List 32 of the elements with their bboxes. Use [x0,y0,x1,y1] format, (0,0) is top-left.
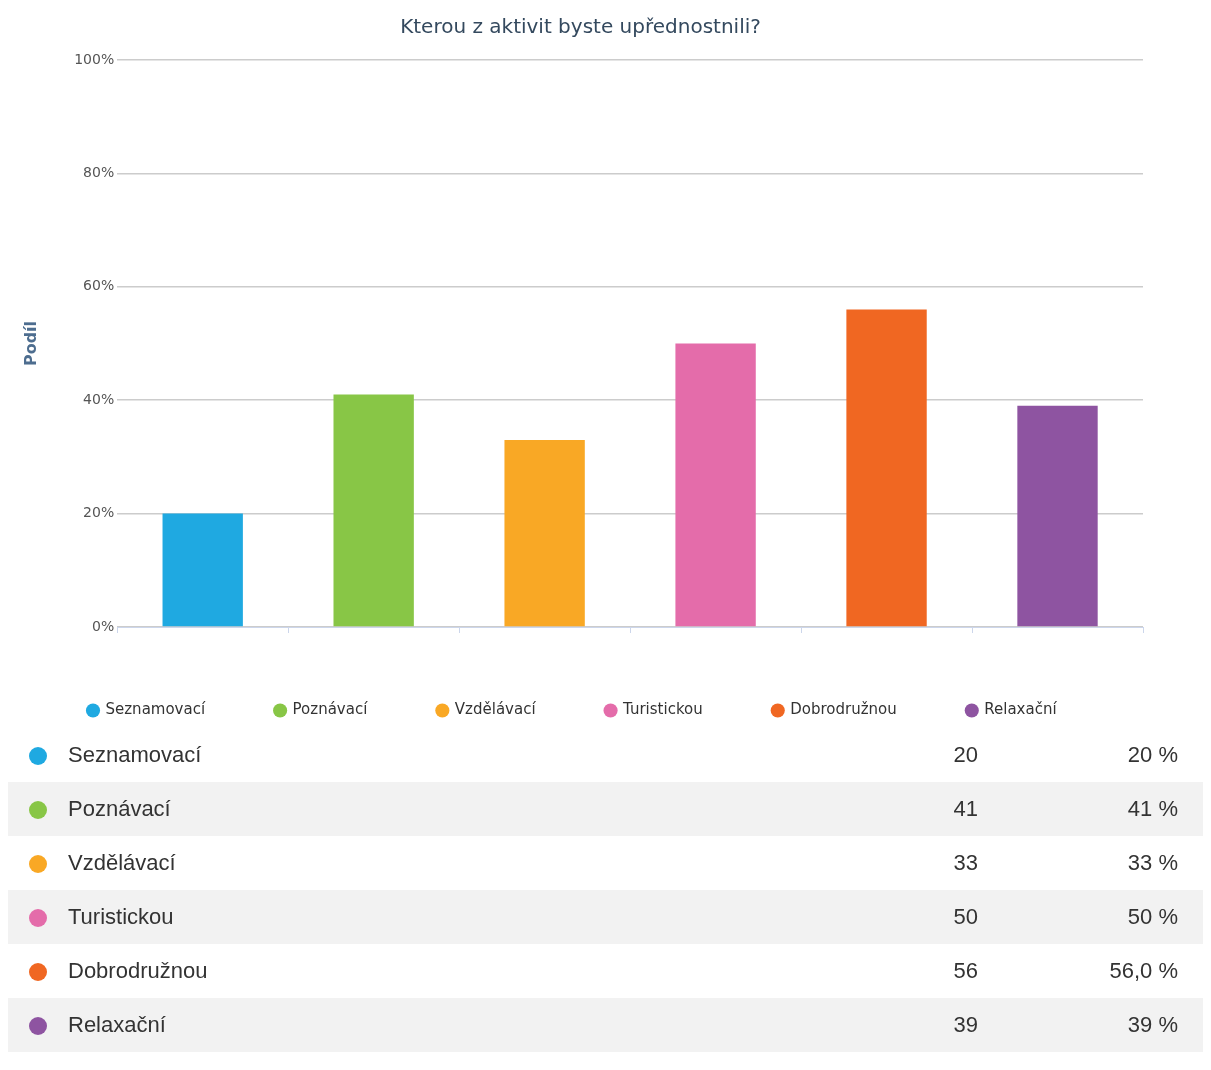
y-tick-label: 100% [74,50,115,67]
category-label: Turistickou [68,904,175,930]
y-tick-label: 80% [83,164,115,181]
data-label: 33 [952,850,978,876]
data-label: 20 % [1126,742,1179,768]
y-tick-label: 40% [83,390,115,407]
y-tick-label: 60% [83,277,115,294]
legend-label: Seznamovací [105,700,206,719]
data-label: 20 [952,742,978,768]
legend-label: Turistickou [622,700,703,719]
data-label: 41 % [1126,796,1179,822]
data-label: 39 % [1126,1012,1179,1038]
legend-label: Poznávací [292,700,369,719]
chart-title: Kterou z aktivit byste upřednostnili? [400,14,761,39]
category-label: Dobrodružnou [68,958,209,984]
data-label: 41 [952,796,978,822]
data-label: 50 % [1126,904,1179,930]
y-tick-label: 0% [92,617,115,634]
category-label: Poznávací [68,796,172,822]
legend-label: Relaxační [984,700,1058,719]
y-axis-title: Podíl [20,320,40,367]
category-label: Vzdělávací [68,850,177,876]
legend-label: Dobrodružnou [790,700,897,719]
data-label: 39 [952,1012,978,1038]
data-label: 56 [952,958,978,984]
data-label: 33 % [1126,850,1179,876]
data-label: 56,0 % [1108,958,1179,984]
category-label: Relaxační [68,1012,167,1038]
category-label: Seznamovací [68,742,203,768]
legend-label: Vzdělávací [454,700,537,719]
data-label: 50 [952,904,978,930]
y-tick-label: 20% [83,504,115,521]
